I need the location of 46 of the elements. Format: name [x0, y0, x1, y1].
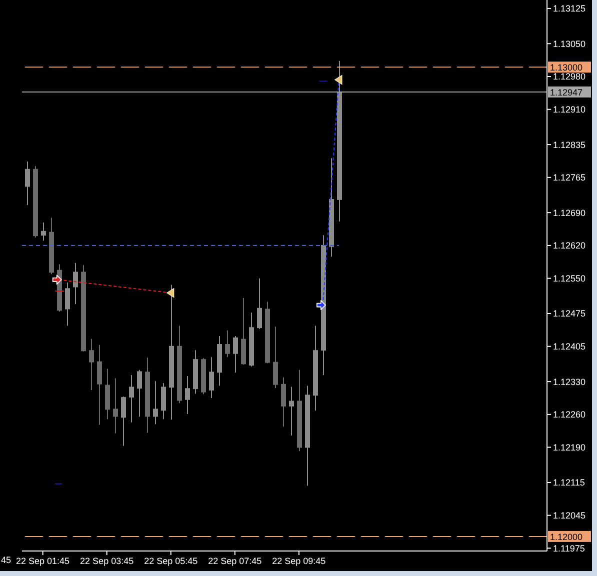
y-tick-label: 1.13050: [553, 38, 586, 49]
x-tick-label: 22 Sep 05:45: [144, 556, 198, 566]
y-tick-label: 1.12260: [553, 410, 586, 420]
y-tick-label: 1.12405: [553, 342, 586, 352]
candlestick: [273, 326, 278, 389]
text: 45: [1, 555, 12, 566]
candlestick: [185, 375, 190, 414]
candlestick: [97, 344, 102, 426]
y-tick-label: 1.12115: [553, 478, 585, 488]
candlestick: [209, 356, 214, 398]
candlestick: [25, 160, 30, 206]
ref-line-label: 1.12000: [550, 532, 583, 542]
candlestick: [129, 374, 134, 423]
candlestick: [153, 380, 158, 425]
y-tick-label: 1.12550: [553, 274, 586, 284]
x-tick-label: 22 Sep 09:45: [272, 556, 326, 566]
y-tick-label: 1.12620: [553, 240, 586, 251]
y-tick-label: 1.12690: [553, 208, 586, 218]
candlestick: [113, 378, 118, 434]
candlestick: [73, 262, 78, 305]
y-tick-label: 1.12835: [553, 140, 586, 150]
candlestick: [89, 338, 94, 391]
candlestick: [121, 396, 126, 446]
y-tick-label: 1.12910: [553, 104, 586, 115]
ref-line-label: 1.12947: [550, 87, 583, 98]
candlestick: [281, 376, 286, 428]
x-tick-label: 22 Sep 03:45: [80, 556, 134, 566]
y-tick-label: 1.13125: [553, 4, 586, 14]
candlestick: [161, 382, 166, 420]
y-tick-label: 1.12045: [553, 510, 586, 521]
candlestick: [225, 330, 230, 358]
y-tick-label: 1.12475: [553, 308, 586, 319]
candlestick: [257, 278, 262, 330]
y-tick-label: 1.11975: [553, 543, 585, 554]
x-tick-label: 22 Sep 01:45: [16, 556, 70, 566]
x-tick-label: 22 Sep 07:45: [208, 556, 262, 566]
y-tick-label: 1.12330: [553, 376, 586, 387]
y-tick-label: 1.12190: [553, 442, 586, 452]
candlestick: [41, 222, 46, 242]
y-tick-label: 1.12765: [553, 172, 586, 183]
candlestick: [289, 386, 294, 436]
candlestick: [137, 369, 142, 418]
y-tick-label: 1.12980: [553, 72, 586, 82]
ref-line-label: 1.13000: [550, 62, 583, 73]
candlestick: [233, 336, 238, 374]
candlestick: [65, 282, 70, 326]
